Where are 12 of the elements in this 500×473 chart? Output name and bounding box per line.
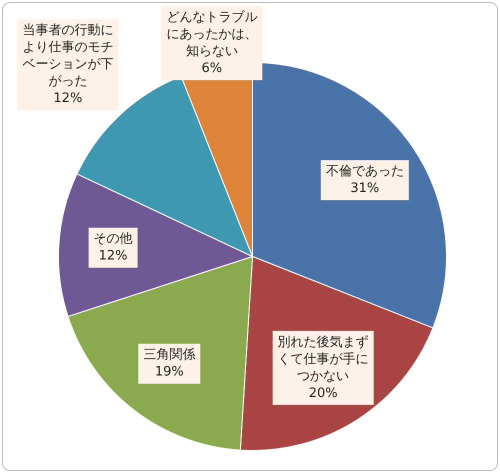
slice-label: その他 [94, 232, 133, 247]
data-label: 12% [98, 248, 128, 264]
data-label: 31% [350, 181, 380, 196]
slice-label: 別れた後気まずくて仕事が手につかない [278, 334, 369, 384]
data-label: 6% [201, 60, 222, 76]
slice-label: どんなトラブルにあったかは、知らない [166, 10, 258, 59]
data-label: 20% [308, 386, 338, 401]
slice-label: 不倫であった [326, 164, 404, 180]
slice-label: 当事者の行動により仕事のモチベーションが下がった [22, 23, 114, 90]
data-label: 12% [53, 91, 82, 106]
slice-label: 三角関係 [143, 348, 196, 363]
data-label: 19% [154, 364, 184, 380]
